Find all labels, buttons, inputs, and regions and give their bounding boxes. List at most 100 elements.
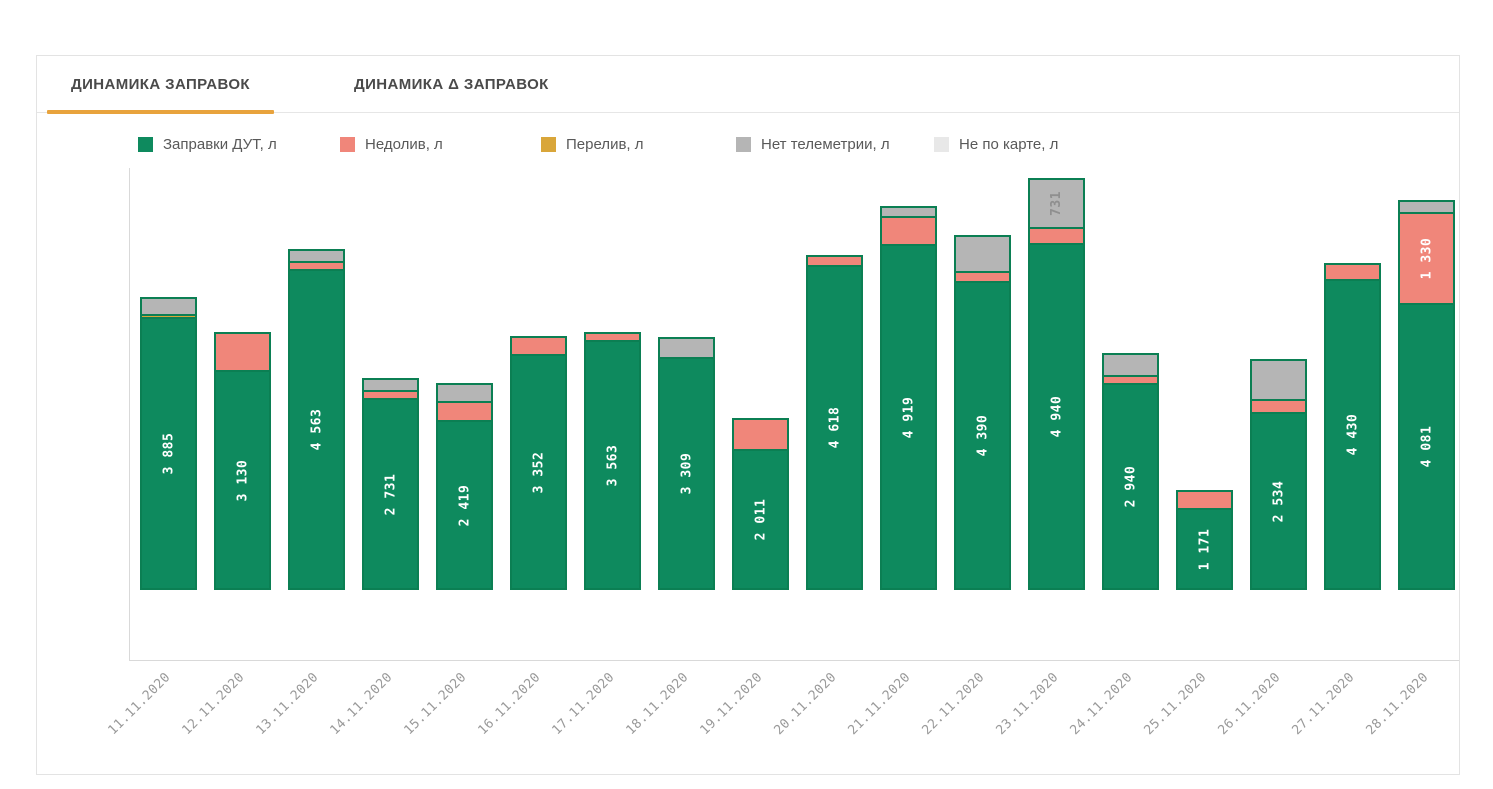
bar-18.11.2020[interactable]: 3 309 <box>658 168 715 660</box>
legend-item-zapravki-dut[interactable]: Заправки ДУТ, л <box>138 136 277 153</box>
bar-segment-dut[interactable]: 4 563 <box>288 269 345 590</box>
bar-value-label: 4 081 <box>1418 425 1434 468</box>
bar-segment-dut[interactable]: 3 563 <box>584 340 641 590</box>
plot-area: 3 885 11.11.2020 3 130 12.11.2020 4 563 13.11… <box>105 168 1459 738</box>
bar-segment-dut[interactable]: 4 940 <box>1028 243 1085 590</box>
bar-15.11.2020[interactable]: 2 419 <box>436 168 493 660</box>
bar-value-label: 731 <box>1048 191 1064 216</box>
bar-segment-dut[interactable]: 3 309 <box>658 357 715 590</box>
bar-value-label: 3 885 <box>160 432 176 475</box>
bar-value-label: 1 330 <box>1418 237 1434 280</box>
chart-panel: ДИНАМИКА ЗАПРАВОК ДИНАМИКА Δ ЗАПРАВОК За… <box>36 55 1460 775</box>
bar-segment-dut[interactable]: 2 731 <box>362 398 419 590</box>
bar-22.11.2020[interactable]: 4 390 <box>954 168 1011 660</box>
bar-segment-dut[interactable]: 4 919 <box>880 244 937 590</box>
bar-segment-net-telemetrii[interactable] <box>954 235 1011 273</box>
bar-20.11.2020[interactable]: 4 618 <box>806 168 863 660</box>
bar-17.11.2020[interactable]: 3 563 <box>584 168 641 660</box>
bar-value-label: 4 430 <box>1344 413 1360 456</box>
tab-bar: ДИНАМИКА ЗАПРАВОК ДИНАМИКА Δ ЗАПРАВОК <box>37 56 1459 114</box>
bar-segment-net-telemetrii[interactable] <box>658 337 715 359</box>
bar-segment-dut[interactable]: 2 940 <box>1102 383 1159 590</box>
bar-value-label: 3 309 <box>678 452 694 495</box>
bar-value-label: 2 940 <box>1122 465 1138 508</box>
bar-segment-net-telemetrii[interactable] <box>436 383 493 403</box>
tab-delta-refill-dynamics-label: ДИНАМИКА Δ ЗАПРАВОК <box>353 75 549 93</box>
bar-segment-nedoliv[interactable] <box>1250 399 1307 414</box>
bar-segment-nedoliv[interactable] <box>214 332 271 372</box>
bar-segment-nedoliv[interactable] <box>732 418 789 451</box>
bar-value-label: 4 390 <box>974 414 990 457</box>
bar-value-label: 4 618 <box>826 406 842 449</box>
bar-segment-nedoliv[interactable] <box>1324 263 1381 281</box>
bar-segment-dut[interactable]: 2 011 <box>732 449 789 590</box>
bar-value-label: 3 563 <box>604 444 620 486</box>
bar-13.11.2020[interactable]: 4 563 <box>288 168 345 660</box>
legend-label: Не по карте, л <box>959 136 1059 153</box>
bar-segment-nedoliv[interactable] <box>436 401 493 422</box>
bar-segment-net-telemetrii[interactable] <box>1250 359 1307 401</box>
bar-segment-nedoliv[interactable] <box>880 216 937 246</box>
legend-swatch-green <box>138 137 153 152</box>
legend-label: Перелив, л <box>566 136 644 153</box>
bar-segment-dut[interactable]: 4 618 <box>806 265 863 590</box>
chart-legend: Заправки ДУТ, л Недолив, л Перелив, л Не… <box>37 136 1459 158</box>
bar-23.11.2020[interactable]: 4 940 731 <box>1028 168 1085 660</box>
legend-label: Заправки ДУТ, л <box>163 136 277 153</box>
legend-swatch-orange <box>541 137 556 152</box>
bar-28.11.2020[interactable]: 4 081 1 330 <box>1398 168 1455 660</box>
bar-segment-dut[interactable]: 3 352 <box>510 354 567 590</box>
bar-segment-dut[interactable]: 3 885 <box>140 317 197 590</box>
bar-segment-dut[interactable]: 3 130 <box>214 370 271 590</box>
bar-segment-net-telemetrii[interactable] <box>880 206 937 218</box>
legend-item-pereliv[interactable]: Перелив, л <box>541 136 644 153</box>
bar-value-label: 4 919 <box>900 396 916 438</box>
legend-item-ne-po-karte[interactable]: Не по карте, л <box>934 136 1058 153</box>
legend-label: Недолив, л <box>365 136 443 153</box>
bar-value-label: 1 171 <box>1196 528 1212 570</box>
bar-value-label: 2 534 <box>1270 480 1286 522</box>
bar-26.11.2020[interactable]: 2 534 <box>1250 168 1307 660</box>
bar-segment-net-telemetrii[interactable] <box>288 249 345 263</box>
bar-segment-net-telemetrii[interactable] <box>362 378 419 392</box>
bar-19.11.2020[interactable]: 2 011 <box>732 168 789 660</box>
bar-value-label: 2 731 <box>382 473 398 515</box>
bar-value-label: 3 352 <box>530 451 546 493</box>
bar-segment-net-telemetrii[interactable] <box>1398 200 1455 214</box>
bar-segment-nedoliv[interactable] <box>1028 227 1085 245</box>
bar-25.11.2020[interactable]: 1 171 <box>1176 168 1233 660</box>
bar-segment-dut[interactable]: 4 430 <box>1324 279 1381 590</box>
bar-segment-dut[interactable]: 4 390 <box>954 281 1011 590</box>
bar-24.11.2020[interactable]: 2 940 <box>1102 168 1159 660</box>
bar-segment-dut[interactable]: 4 081 <box>1398 303 1455 590</box>
bar-segment-dut[interactable]: 2 419 <box>436 420 493 590</box>
bar-27.11.2020[interactable]: 4 430 <box>1324 168 1381 660</box>
bar-segment-net-telemetrii[interactable] <box>1102 353 1159 377</box>
bar-segment-net-telemetrii[interactable] <box>140 297 197 316</box>
bar-segment-net-telemetrii[interactable]: 731 <box>1028 178 1085 229</box>
bar-value-label: 4 940 <box>1048 395 1064 438</box>
bar-segment-nedoliv[interactable] <box>806 255 863 267</box>
bar-21.11.2020[interactable]: 4 919 <box>880 168 937 660</box>
bar-11.11.2020[interactable]: 3 885 <box>140 168 197 660</box>
bar-segment-nedoliv[interactable]: 1 330 <box>1398 212 1455 305</box>
bar-14.11.2020[interactable]: 2 731 <box>362 168 419 660</box>
legend-item-nedoliv[interactable]: Недолив, л <box>340 136 443 153</box>
bar-16.11.2020[interactable]: 3 352 <box>510 168 567 660</box>
legend-item-net-telemetrii[interactable]: Нет телеметрии, л <box>736 136 890 153</box>
bar-segment-nedoliv[interactable] <box>584 332 641 342</box>
bar-12.11.2020[interactable]: 3 130 <box>214 168 271 660</box>
tab-delta-refill-dynamics[interactable]: ДИНАМИКА Δ ЗАПРАВОК <box>330 56 573 112</box>
bar-value-label: 3 130 <box>234 459 250 501</box>
bar-segment-dut[interactable]: 2 534 <box>1250 412 1307 590</box>
bar-segment-nedoliv[interactable] <box>510 336 567 356</box>
bar-value-label: 2 419 <box>456 484 472 526</box>
bar-segment-nedoliv[interactable] <box>1176 490 1233 510</box>
legend-swatch-lightgray <box>934 137 949 152</box>
legend-swatch-gray <box>736 137 751 152</box>
tab-refill-dynamics-label: ДИНАМИКА ЗАПРАВОК <box>71 75 250 93</box>
tab-refill-dynamics[interactable]: ДИНАМИКА ЗАПРАВОК <box>47 56 274 114</box>
bar-value-label: 4 563 <box>308 408 324 451</box>
bar-segment-dut[interactable]: 1 171 <box>1176 508 1233 590</box>
